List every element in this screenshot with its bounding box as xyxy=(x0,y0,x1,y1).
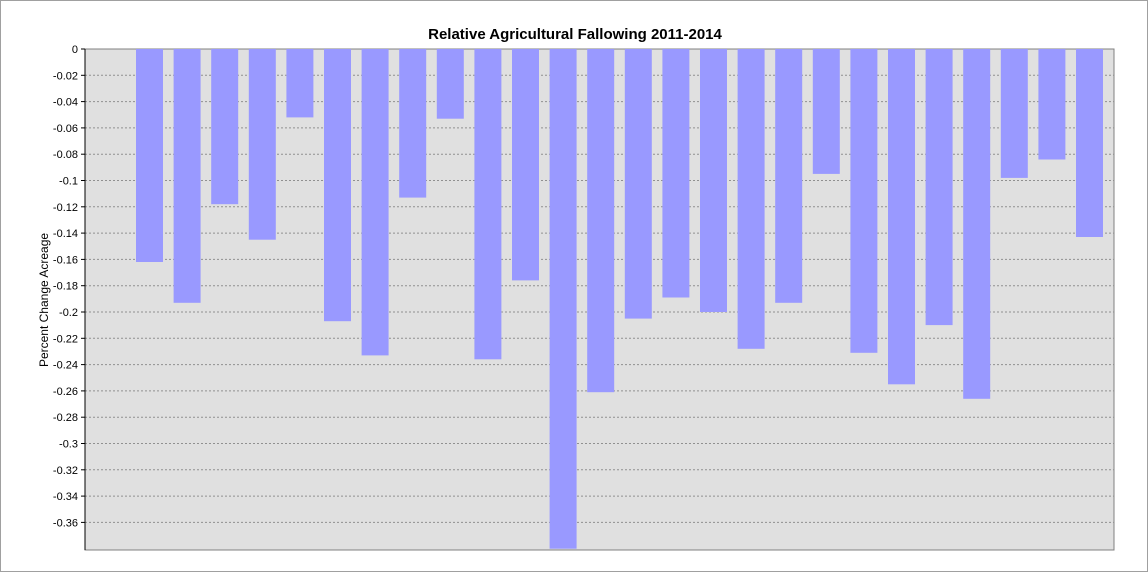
bar xyxy=(399,49,427,198)
bar xyxy=(549,49,577,549)
y-tick-label: -0.34 xyxy=(53,491,78,503)
bar xyxy=(286,49,314,118)
bar xyxy=(850,49,878,353)
y-axis-ticks: 0 -0.02 -0.04 -0.06 -0.08 -0.1 -0.12 -0.14 -0.16… xyxy=(53,44,85,529)
y-tick-label: -0.1 xyxy=(59,176,78,188)
bar xyxy=(700,49,727,312)
y-tick-label: -0.3 xyxy=(59,439,78,451)
bar xyxy=(1076,49,1103,237)
bar xyxy=(248,49,276,240)
bar xyxy=(136,49,163,262)
bar xyxy=(324,49,351,322)
y-tick-label: -0.18 xyxy=(53,281,78,293)
y-tick-label: -0.22 xyxy=(53,333,78,345)
bar xyxy=(775,49,803,303)
y-tick-label: -0.28 xyxy=(53,412,78,424)
bar xyxy=(925,49,953,326)
bar xyxy=(587,49,615,393)
y-axis-label: Percent Change Acreage xyxy=(37,233,51,367)
y-tick-label: -0.04 xyxy=(53,97,78,109)
bar xyxy=(361,49,389,356)
y-tick-label: -0.08 xyxy=(53,149,78,161)
bar xyxy=(211,49,239,205)
bar xyxy=(662,49,690,298)
bar xyxy=(812,49,840,174)
bar xyxy=(963,49,991,399)
y-tick-label: -0.06 xyxy=(53,123,78,135)
bar xyxy=(624,49,652,319)
bar xyxy=(474,49,502,360)
y-tick-label: -0.36 xyxy=(53,517,78,529)
bar xyxy=(1038,49,1066,160)
y-tick-label: -0.14 xyxy=(53,228,78,240)
bar xyxy=(888,49,915,385)
bar xyxy=(436,49,464,119)
y-tick-label: -0.24 xyxy=(53,360,78,372)
bars xyxy=(136,49,1103,549)
bar xyxy=(1000,49,1028,178)
bar xyxy=(512,49,539,281)
y-tick-label: -0.2 xyxy=(59,307,78,319)
bar xyxy=(737,49,765,349)
bar xyxy=(173,49,201,303)
y-tick-label: -0.02 xyxy=(53,70,78,82)
y-tick-label: -0.32 xyxy=(53,465,78,477)
y-tick-label: -0.16 xyxy=(53,254,78,266)
chart-title: Relative Agricultural Fallowing 2011-201… xyxy=(428,26,722,43)
y-tick-label: -0.12 xyxy=(53,202,78,214)
y-tick-label: 0 xyxy=(72,44,78,56)
y-tick-label: -0.26 xyxy=(53,386,78,398)
